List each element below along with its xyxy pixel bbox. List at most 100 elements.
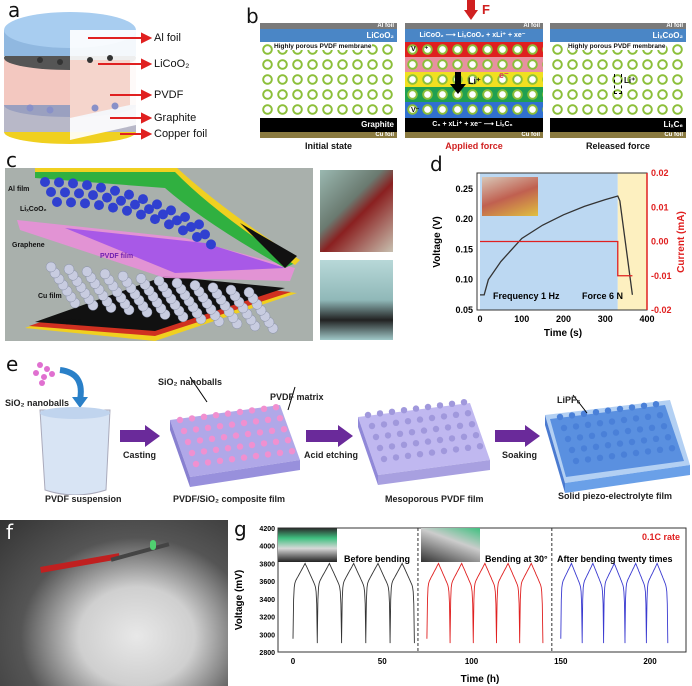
film-dot (604, 407, 612, 414)
film-dot (572, 457, 580, 465)
film-dot (204, 424, 212, 431)
panel-label-g: g (234, 517, 247, 541)
licoo2-ball (186, 222, 196, 232)
graphene-ball (171, 277, 183, 289)
film-dot (388, 443, 396, 450)
applied-force-diagram: Al foil LiCoO₂ ⟶ LiₓCoO₂ + xLi⁺ + xe⁻ V⁺… (405, 0, 543, 151)
film-dot (264, 451, 272, 458)
film-dot (184, 438, 192, 446)
membrane-label: Highly porous PVDF membrane (274, 43, 372, 50)
film-dot (444, 424, 452, 431)
film-dot (460, 399, 468, 406)
film-dot (192, 426, 200, 433)
fabrication-process-illustration (33, 362, 690, 495)
licoo2-ball (166, 205, 176, 216)
label-al-film: Al film (8, 186, 30, 193)
al-foil-layer: Al foil (405, 23, 543, 29)
photo-led-powered-by-battery (0, 520, 228, 686)
licoo2-ball (60, 187, 70, 198)
al-foil-layer: Al foil (550, 23, 686, 29)
film-dot (380, 455, 388, 463)
film-dot (440, 413, 448, 420)
film-dot (604, 442, 612, 449)
film-dot (580, 445, 588, 452)
film-dot (236, 443, 244, 450)
film-dot (224, 445, 232, 452)
y2-tick-label: -0.01 (651, 271, 672, 281)
step-soaking: Soaking (502, 450, 538, 460)
film-dot (428, 449, 436, 456)
film-dot (232, 432, 240, 439)
pink-row (405, 57, 543, 72)
label-cu-film: Cu film (38, 293, 62, 300)
film-dot (212, 412, 220, 419)
film-dot (412, 405, 420, 412)
y-tick-label: 0.05 (455, 305, 473, 315)
caption-initial-state: Initial state (304, 141, 352, 151)
film-dot (384, 432, 392, 439)
film-dot (180, 427, 188, 435)
licoo2-ball (116, 195, 126, 206)
film-dot (656, 446, 664, 453)
yellow-row (405, 72, 543, 87)
step-casting: Casting (123, 450, 157, 460)
y-tick-label: 0.20 (455, 214, 473, 224)
film-dot (568, 412, 576, 419)
label-copper-foil: Copper foil (154, 128, 208, 140)
licoo2-ball (102, 192, 112, 203)
force-label: F (482, 2, 490, 17)
film-dot (252, 418, 260, 425)
film-dot (448, 435, 456, 442)
li-up-arrow-icon (614, 74, 622, 94)
film-dot (268, 427, 276, 434)
label-lipf6: LiPF₆ (557, 395, 581, 405)
film-dot (636, 426, 644, 433)
film-dot (620, 451, 628, 458)
film-dot (400, 441, 408, 448)
film-dot (212, 446, 220, 453)
x-tick-label: 200 (556, 314, 571, 324)
y-tick-label: 0.15 (455, 244, 473, 254)
positive-charge-row (405, 42, 543, 57)
film-dot (640, 402, 648, 409)
cathode-layer: LiCoO₂ (260, 29, 397, 42)
film-dot (280, 426, 288, 433)
x-tick-label: 400 (639, 314, 654, 324)
licoo2-ball (40, 177, 50, 187)
film-dot (416, 451, 424, 458)
film-dot (396, 430, 404, 437)
x-tick-label: 100 (465, 657, 479, 666)
plot-frame (277, 527, 687, 653)
film-dot (664, 434, 672, 441)
anode-reaction: C₆ + xLi⁺ + xe⁻ ⟶ LiₓC₆ (405, 118, 543, 132)
film-dot (200, 413, 208, 420)
film-dot (568, 446, 576, 454)
y-tick-label: 3400 (259, 597, 275, 604)
membrane-label: Highly porous PVDF membrane (568, 43, 666, 50)
film-dot (216, 423, 224, 430)
label-sio2-nanoballs-film: SiO₂ nanoballs (158, 377, 223, 387)
film-dot (196, 437, 204, 444)
film-dot (428, 414, 436, 422)
film-dot (364, 411, 372, 419)
film-dot (456, 422, 464, 429)
film-dot (376, 410, 384, 417)
film-dot (464, 444, 472, 451)
film-dot (608, 453, 616, 460)
x-tick-label: 150 (554, 657, 568, 666)
panel-label-b: b (246, 4, 259, 28)
force-arrow-icon (464, 0, 478, 22)
licoo2-ball (82, 180, 92, 191)
film-dot (264, 416, 272, 423)
film-dot (652, 401, 660, 408)
electron-label: e⁻ (499, 70, 509, 80)
photo-bent-battery (320, 170, 393, 252)
film-dot (260, 440, 268, 447)
battery-cutaway-illustration (4, 12, 153, 144)
film-dot (564, 435, 572, 443)
film-dot (624, 427, 632, 435)
film-dot (616, 440, 624, 447)
film-dot (616, 405, 624, 413)
film-dot (612, 429, 620, 436)
film-dot (272, 438, 280, 445)
